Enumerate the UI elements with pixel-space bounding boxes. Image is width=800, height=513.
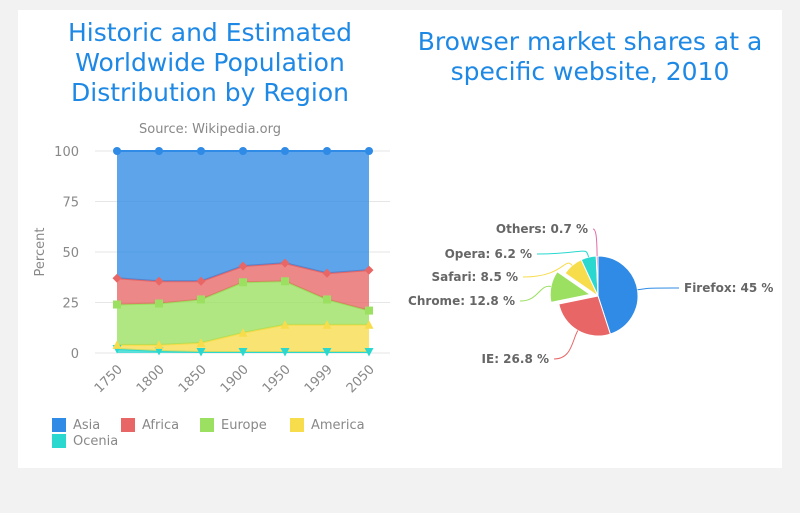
- pie-connector: [637, 287, 680, 291]
- pie-label-chrome: Chrome: 12.8 %: [408, 294, 515, 308]
- area-chart-title: Historic and Estimated Worldwide Populat…: [67, 18, 353, 107]
- y-axis-title: Percent: [33, 228, 48, 277]
- point-africa: [322, 268, 332, 278]
- legend-label: Asia: [73, 418, 100, 433]
- point-europe: [197, 295, 205, 304]
- point-ocenia: [238, 347, 248, 357]
- legend-swatch: [290, 418, 304, 432]
- area-europe: [117, 281, 369, 345]
- legend-item-america: America: [290, 418, 365, 433]
- point-africa: [196, 276, 206, 286]
- point-ocenia: [196, 347, 206, 357]
- pie-slice-firefox: [597, 255, 639, 335]
- pie-connector: [592, 228, 598, 257]
- point-america: [322, 320, 332, 329]
- pie-connector: [519, 285, 552, 302]
- point-ocenia: [364, 347, 374, 357]
- point-asia: [155, 147, 163, 155]
- point-asia: [323, 147, 331, 155]
- point-america: [196, 338, 206, 347]
- point-africa: [154, 276, 164, 286]
- point-europe: [239, 278, 247, 287]
- legend-swatch: [52, 434, 66, 448]
- point-ocenia: [322, 347, 332, 357]
- legend-swatch: [52, 418, 66, 432]
- area-asia: [117, 151, 369, 282]
- point-europe: [155, 299, 163, 308]
- legend-swatch: [121, 418, 135, 432]
- pie-connector: [553, 330, 579, 360]
- point-ocenia: [280, 347, 290, 357]
- point-europe: [113, 300, 121, 309]
- pie-slice-chrome: [549, 271, 592, 303]
- pie-label-ie: IE: 26.8 %: [482, 352, 549, 366]
- pie-label-opera: Opera: 6.2 %: [445, 247, 532, 261]
- point-europe: [281, 277, 289, 286]
- point-ocenia: [154, 346, 164, 356]
- pie-slice-others: [595, 255, 599, 297]
- area-africa: [117, 263, 369, 311]
- point-europe: [365, 306, 373, 315]
- point-america: [238, 328, 248, 337]
- pie-connector: [536, 250, 590, 258]
- pie-label-firefox: Firefox: 45 %: [684, 281, 773, 295]
- point-america: [154, 340, 164, 349]
- point-asia: [197, 147, 205, 155]
- pie-slice-ie: [558, 295, 611, 337]
- point-asia: [365, 147, 373, 155]
- y-tick-label: 0: [71, 347, 79, 362]
- point-america: [112, 340, 122, 349]
- point-africa: [280, 258, 290, 268]
- y-tick-label: 100: [54, 145, 79, 160]
- area-america: [117, 324, 369, 352]
- point-europe: [323, 295, 331, 304]
- legend-item-africa: Africa: [121, 418, 179, 433]
- pie-chart-title: Browser market shares at a specific webs…: [417, 27, 763, 86]
- legend-label: Europe: [221, 418, 267, 433]
- point-africa: [238, 261, 248, 271]
- legend-item-asia: Asia: [52, 418, 100, 433]
- area-chart-subtitle: Source: Wikipedia.org: [138, 122, 282, 137]
- legend-label: Ocenia: [73, 434, 118, 449]
- legend-label: America: [311, 418, 365, 433]
- y-tick-label: 25: [62, 297, 79, 312]
- point-africa: [112, 273, 122, 283]
- y-tick-label: 50: [62, 246, 79, 261]
- legend-label: Africa: [142, 418, 179, 433]
- point-america: [280, 320, 290, 329]
- legend-item-europe: Europe: [200, 418, 267, 433]
- pie-connector: [522, 262, 573, 278]
- pie-label-others: Others: 0.7 %: [496, 222, 588, 236]
- point-asia: [281, 147, 289, 155]
- point-asia: [113, 147, 121, 155]
- legend-item-ocenia: Ocenia: [52, 434, 118, 449]
- point-africa: [364, 265, 374, 275]
- pie-label-safari: Safari: 8.5 %: [431, 270, 518, 284]
- point-america: [364, 320, 374, 329]
- markers: [112, 147, 374, 357]
- y-tick-label: 75: [62, 196, 79, 211]
- legend-swatch: [200, 418, 214, 432]
- point-asia: [239, 147, 247, 155]
